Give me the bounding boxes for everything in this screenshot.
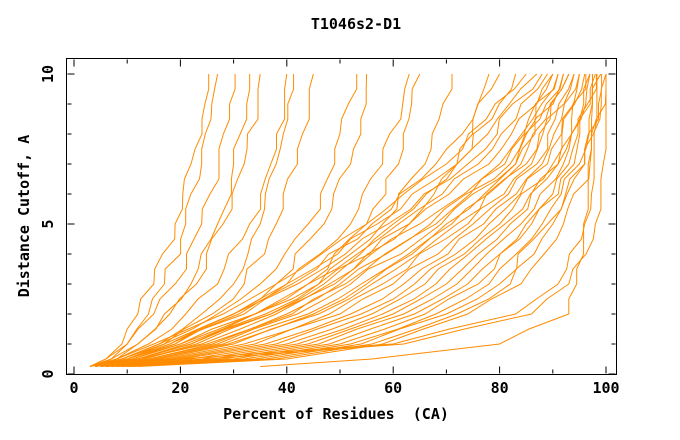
- x-axis-label: Percent of Residues (CA): [223, 405, 449, 423]
- model-curve: [100, 73, 554, 367]
- y-tick-label: 10: [39, 65, 57, 83]
- y-tick-label: 5: [39, 219, 57, 228]
- model-curve: [116, 73, 591, 367]
- model-curve: [100, 73, 554, 367]
- y-tick-label: 0: [39, 369, 57, 378]
- x-tick-label: 0: [69, 379, 78, 397]
- model-curve: [89, 74, 236, 367]
- model-curve: [95, 73, 219, 367]
- model-curve: [95, 73, 543, 367]
- model-curves-group: [89, 73, 607, 367]
- model-curve: [95, 73, 501, 367]
- model-curve: [105, 73, 559, 367]
- model-curve: [89, 74, 210, 367]
- model-curve: [116, 73, 591, 367]
- model-curve: [100, 74, 598, 367]
- tick-labels-group: 0 20 40 60 80 100 0 5 10: [39, 65, 620, 397]
- x-tick-label: 100: [592, 379, 619, 397]
- model-curve: [105, 73, 575, 367]
- model-curve: [137, 74, 607, 367]
- model-curve: [121, 73, 596, 367]
- model-curve: [105, 73, 570, 367]
- model-curve: [95, 73, 314, 367]
- model-curve: [132, 73, 607, 367]
- model-curve: [89, 74, 295, 367]
- chart-title: T1046s2-D1: [311, 15, 401, 33]
- model-curve: [105, 74, 607, 367]
- plot-border: [66, 58, 617, 375]
- model-curve: [100, 73, 490, 367]
- model-curve: [105, 73, 575, 367]
- model-curve: [111, 73, 580, 367]
- model-curve: [95, 73, 548, 367]
- model-curve: [111, 74, 587, 367]
- model-curve: [100, 73, 564, 367]
- model-curve: [121, 74, 597, 367]
- model-curve: [95, 74, 453, 367]
- model-curve: [127, 73, 602, 367]
- x-tick-label: 40: [278, 379, 296, 397]
- model-curve: [111, 73, 586, 367]
- model-curve: [260, 74, 593, 367]
- model-curve: [89, 73, 261, 367]
- model-curve: [95, 73, 288, 367]
- x-tick-label: 20: [171, 379, 189, 397]
- model-curve: [95, 74, 358, 367]
- model-curve: [105, 73, 580, 367]
- model-curve: [89, 73, 538, 367]
- x-tick-label: 60: [384, 379, 402, 397]
- model-curve: [127, 74, 603, 367]
- model-curve: [89, 73, 527, 367]
- y-axis-label: Distance Cutoff, A: [15, 135, 33, 298]
- axis-ticks-group: [67, 59, 616, 375]
- model-curve: [95, 74, 251, 367]
- x-tick-label: 80: [491, 379, 509, 397]
- model-curve: [100, 73, 517, 367]
- model-curve: [100, 73, 559, 367]
